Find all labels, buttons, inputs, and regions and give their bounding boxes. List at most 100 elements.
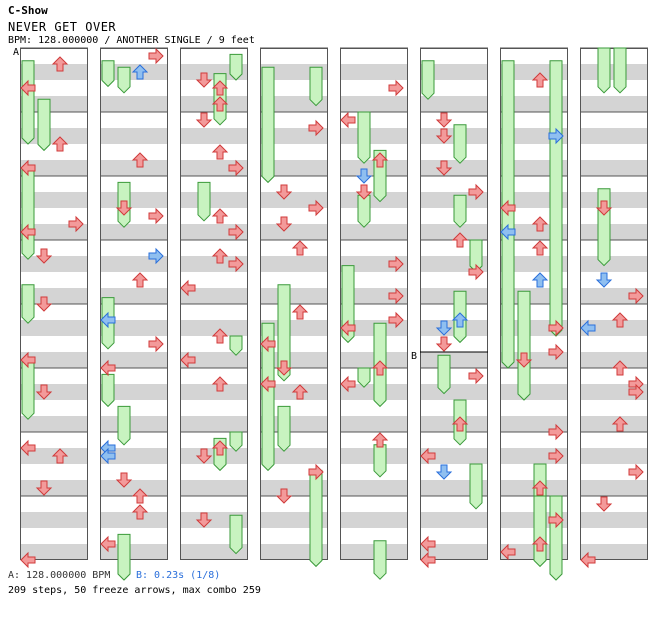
offbeat-arrow (435, 464, 453, 480)
beat-stripe (100, 96, 168, 112)
tap-arrow (468, 183, 484, 201)
tap-arrow (131, 272, 149, 288)
tap-arrow (531, 216, 549, 232)
beat-stripe (20, 480, 88, 496)
beat-stripe (420, 448, 488, 464)
freeze-arrow (261, 66, 275, 184)
tap-arrow (211, 328, 229, 344)
freeze-arrow (373, 540, 387, 580)
beat-stripe (20, 256, 88, 272)
tap-arrow (228, 223, 244, 241)
tap-arrow (371, 360, 389, 376)
beat-stripe (340, 192, 408, 208)
tap-arrow (20, 159, 36, 177)
tap-arrow (100, 359, 116, 377)
freeze-arrow (597, 47, 611, 94)
beat-stripe (100, 256, 168, 272)
offbeat-arrow (148, 247, 164, 265)
tap-arrow (180, 279, 196, 297)
beat-stripe (20, 544, 88, 560)
tap-arrow (68, 215, 84, 233)
beat-stripe (180, 224, 248, 240)
chart-stats: 209 steps, 50 freeze arrows, max combo 2… (8, 585, 261, 596)
freeze-arrow (101, 60, 115, 88)
offbeat-arrow (100, 447, 116, 465)
beat-stripe (580, 512, 648, 528)
tap-arrow (548, 511, 564, 529)
tap-arrow (371, 152, 389, 168)
beat-stripe (420, 352, 488, 368)
beat-stripe (340, 256, 408, 272)
beat-stripe (260, 448, 328, 464)
tap-arrow (35, 384, 53, 400)
tap-arrow (628, 463, 644, 481)
beat-stripe (260, 224, 328, 240)
tap-arrow (580, 551, 596, 569)
tap-arrow (340, 375, 356, 393)
beat-stripe (340, 224, 408, 240)
beat-stripe (20, 160, 88, 176)
freeze-arrow (117, 405, 131, 446)
tap-arrow (308, 199, 324, 217)
freeze-arrow (373, 444, 387, 478)
tap-arrow (420, 447, 436, 465)
tap-arrow (340, 319, 356, 337)
beat-stripe (500, 416, 568, 432)
beat-stripe (340, 64, 408, 80)
beat-stripe (500, 448, 568, 464)
beat-stripe (180, 416, 248, 432)
artist-label: C-Show (8, 4, 48, 17)
beat-stripe (180, 256, 248, 272)
beat-stripe (180, 288, 248, 304)
bpm-marker-a: A (12, 47, 21, 58)
beat-stripe (580, 160, 648, 176)
freeze-arrow (549, 495, 563, 581)
freeze-arrow (613, 47, 627, 94)
tap-arrow (211, 376, 229, 392)
beat-stripe (20, 128, 88, 144)
tap-arrow (531, 536, 549, 552)
freeze-arrow (117, 533, 131, 581)
tap-arrow (228, 255, 244, 273)
tap-arrow (195, 512, 213, 528)
column-border (100, 48, 168, 560)
tap-arrow (548, 447, 564, 465)
freeze-arrow (229, 53, 243, 81)
beat-stripe (180, 352, 248, 368)
stop-footer: B: 0.23s (1/8) (136, 570, 221, 581)
freeze-arrow (549, 60, 563, 337)
beat-stripe (580, 544, 648, 560)
tap-arrow (275, 488, 293, 504)
freeze-arrow (21, 284, 35, 324)
beat-stripe (420, 224, 488, 240)
beat-stripe (20, 224, 88, 240)
tap-arrow (20, 351, 36, 369)
beat-stripe (420, 160, 488, 176)
tap-arrow (20, 551, 36, 569)
tap-arrow (35, 248, 53, 264)
tap-arrow (20, 223, 36, 241)
tap-arrow (388, 255, 404, 273)
freeze-arrow (517, 290, 531, 401)
freeze-arrow (261, 322, 275, 472)
tap-arrow (531, 240, 549, 256)
beat-stripe (580, 384, 648, 400)
beat-stripe (260, 320, 328, 336)
chart-meta: BPM: 128.000000 / ANOTHER SINGLE / 9 fee… (8, 35, 255, 46)
tap-arrow (420, 535, 436, 553)
beat-stripe (100, 128, 168, 144)
tap-arrow (148, 207, 164, 225)
beat-stripe (260, 128, 328, 144)
tap-arrow (531, 72, 549, 88)
tap-arrow (115, 472, 133, 488)
tap-arrow (388, 311, 404, 329)
freeze-arrow (21, 169, 35, 260)
column-border (420, 48, 488, 560)
beat-stripe (20, 320, 88, 336)
offbeat-arrow (131, 64, 149, 80)
freeze-arrow (277, 284, 291, 382)
beat-stripe (420, 512, 488, 528)
freeze-arrow (277, 405, 291, 452)
tap-arrow (548, 319, 564, 337)
